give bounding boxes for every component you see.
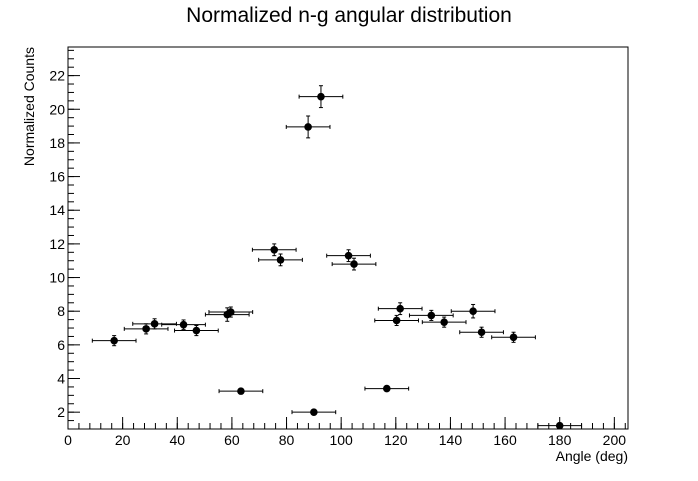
- data-point: [421, 316, 467, 328]
- point-marker: [310, 408, 318, 416]
- y-tick-label: 2: [57, 404, 65, 420]
- y-tick-label: 6: [57, 337, 65, 353]
- point-marker: [142, 325, 150, 333]
- data-point: [537, 421, 583, 430]
- y-tick-label: 16: [49, 169, 65, 185]
- point-marker: [192, 326, 201, 335]
- data-point: [208, 306, 254, 318]
- point-marker: [440, 318, 448, 326]
- y-axis-label: Normalized Counts: [21, 47, 37, 166]
- data-point: [459, 326, 504, 338]
- x-tick-label: 20: [115, 432, 131, 448]
- y-tick-label: 14: [49, 202, 65, 218]
- data-point: [377, 302, 423, 316]
- chart-title: Normalized n-g angular distribution: [186, 4, 512, 27]
- data-point: [91, 335, 137, 347]
- x-tick-label: 100: [329, 432, 353, 448]
- data-point: [161, 319, 206, 330]
- data-point: [374, 314, 419, 327]
- data-point: [364, 384, 410, 393]
- point-marker: [392, 316, 401, 325]
- data-point: [285, 115, 331, 139]
- y-tick-label: 18: [49, 135, 65, 151]
- data-point: [251, 243, 297, 257]
- point-marker: [304, 123, 312, 131]
- data-point: [491, 331, 536, 343]
- data-point: [174, 325, 219, 337]
- point-marker: [179, 320, 188, 329]
- x-tick-label: 80: [279, 432, 295, 448]
- point-marker: [427, 311, 436, 320]
- point-marker: [396, 304, 404, 313]
- y-tick-label: 12: [49, 236, 65, 252]
- point-marker: [344, 251, 353, 260]
- x-tick-label: 200: [603, 432, 627, 448]
- data-point: [132, 318, 177, 330]
- point-marker: [276, 256, 285, 264]
- x-tick-label: 40: [169, 432, 185, 448]
- x-tick-label: 120: [384, 432, 408, 448]
- data-point: [298, 85, 344, 109]
- point-marker: [350, 260, 358, 268]
- y-tick-label: 10: [49, 270, 65, 286]
- point-marker: [382, 384, 391, 393]
- x-tick-label: 0: [64, 432, 72, 448]
- y-tick-label: 20: [49, 101, 65, 117]
- data-point: [408, 309, 454, 321]
- point-marker: [509, 333, 518, 342]
- point-marker: [237, 387, 245, 395]
- y-tick-label: 8: [57, 303, 65, 319]
- point-marker: [150, 320, 159, 328]
- point-marker: [270, 245, 279, 254]
- point-marker: [555, 421, 564, 430]
- data-points-group: [91, 85, 583, 430]
- point-marker: [477, 328, 486, 337]
- x-axis-label: Angle (deg): [556, 448, 628, 464]
- point-marker: [317, 92, 325, 101]
- point-marker: [110, 336, 118, 345]
- data-point: [291, 408, 337, 416]
- x-tick-label: 160: [493, 432, 517, 448]
- x-tick-label: 180: [548, 432, 572, 448]
- y-tick-label: 4: [57, 371, 65, 387]
- data-point: [450, 303, 496, 319]
- plot-frame: [67, 46, 629, 430]
- x-tick-label: 140: [439, 432, 463, 448]
- x-tick-label: 60: [224, 432, 240, 448]
- data-point: [326, 249, 371, 263]
- data-point: [331, 257, 377, 271]
- y-tick-label: 22: [49, 68, 65, 84]
- point-marker: [469, 307, 477, 316]
- point-marker: [227, 308, 235, 316]
- data-point: [218, 387, 264, 395]
- axes-group: 0 20 40 60 80 100 120 140 160 180 200 2 4 6 8 10 12 14 16 1…: [49, 46, 629, 448]
- data-point: [258, 253, 303, 267]
